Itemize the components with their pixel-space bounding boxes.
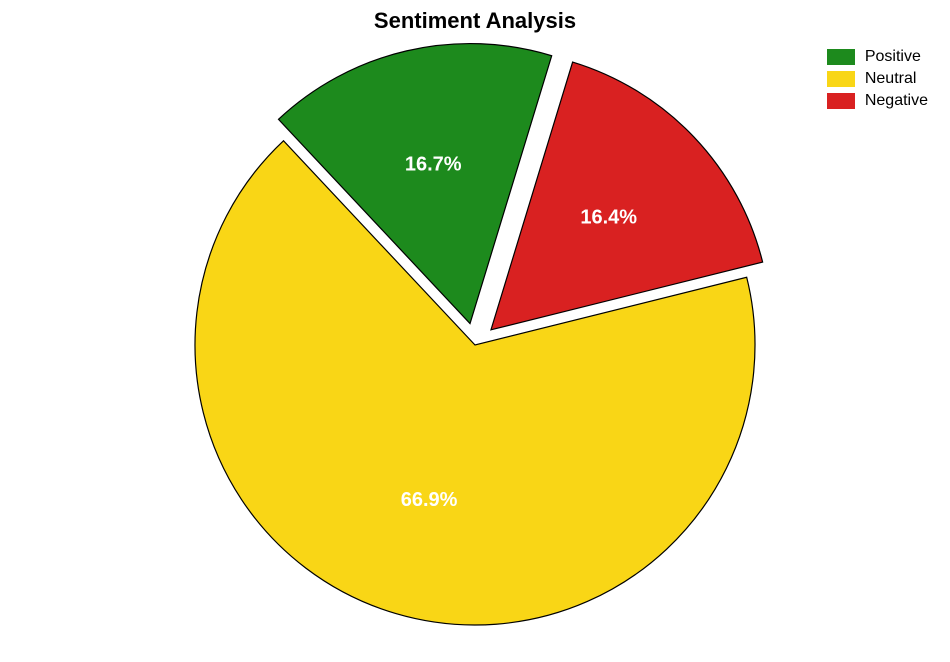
- legend-item-neutral: Neutral: [827, 70, 928, 88]
- legend-label: Neutral: [865, 70, 917, 88]
- legend-label: Positive: [865, 48, 921, 66]
- pie-svg: 16.4% 16.7% 66.9%: [0, 0, 950, 662]
- legend-swatch: [827, 71, 855, 87]
- legend: Positive Neutral Negative: [827, 48, 928, 114]
- sentiment-pie-chart: Sentiment Analysis 16.4%16.7%66.9% Posit…: [0, 0, 950, 662]
- legend-item-negative: Negative: [827, 92, 928, 110]
- legend-swatch: [827, 49, 855, 65]
- legend-label: Negative: [865, 92, 928, 110]
- slice-label-neutral: 66.9%: [401, 489, 458, 511]
- legend-item-positive: Positive: [827, 48, 928, 66]
- slice-label-negative: 16.4%: [580, 206, 637, 228]
- legend-swatch: [827, 93, 855, 109]
- slice-label-positive: 16.7%: [405, 154, 462, 176]
